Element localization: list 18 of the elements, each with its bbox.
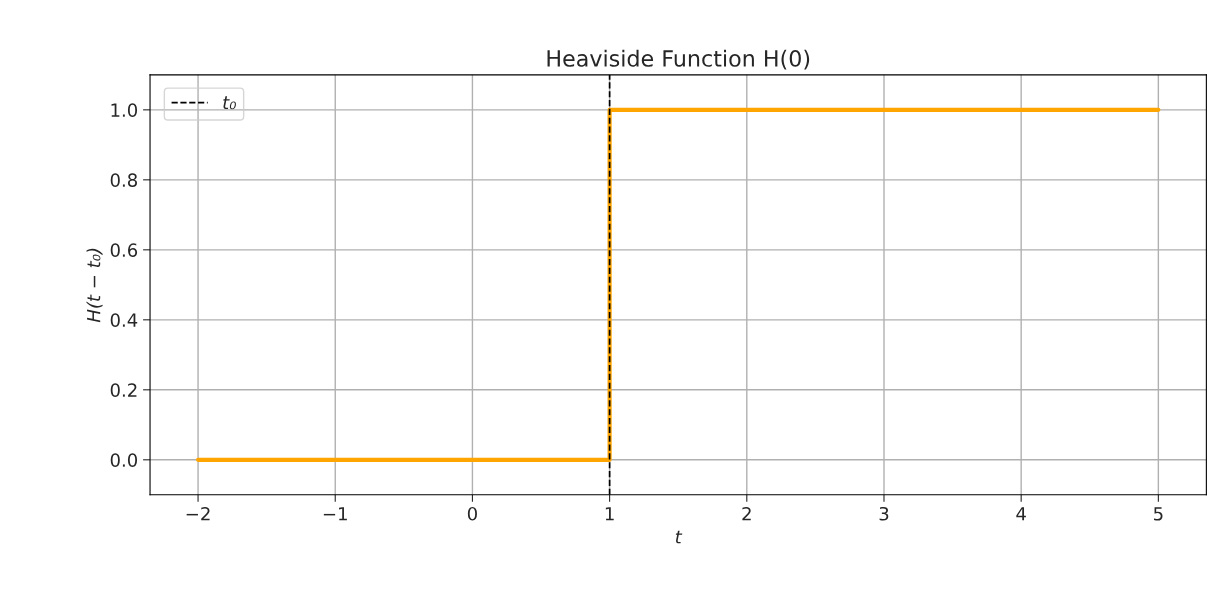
x-tick-label: 1 <box>605 507 614 521</box>
x-tick-label: 3 <box>879 506 889 521</box>
y-tick-label: 0.4 <box>110 313 138 327</box>
y-tick-label: 0.8 <box>110 173 137 187</box>
x-axis-title: t <box>675 530 683 544</box>
ref-line-label: t₀ <box>223 96 236 110</box>
y-tick-label: 0.0 <box>110 453 138 467</box>
chart-title: Heaviside Function H(0) <box>547 49 810 70</box>
x-tick-label: −2 <box>186 506 210 521</box>
y-tick-label: 0.6 <box>110 243 138 257</box>
y-tick-label: 1.0 <box>111 103 138 117</box>
x-tick-label: 2 <box>742 506 751 521</box>
x-tick-label: 5 <box>1154 507 1163 521</box>
x-tick-label: −1 <box>323 507 347 521</box>
x-tick-label: 4 <box>1016 507 1026 521</box>
x-tick-label: 0 <box>467 506 477 521</box>
y-tick-label: 0.2 <box>110 383 137 397</box>
y-axis-title: H(t − t₀) <box>86 248 103 323</box>
